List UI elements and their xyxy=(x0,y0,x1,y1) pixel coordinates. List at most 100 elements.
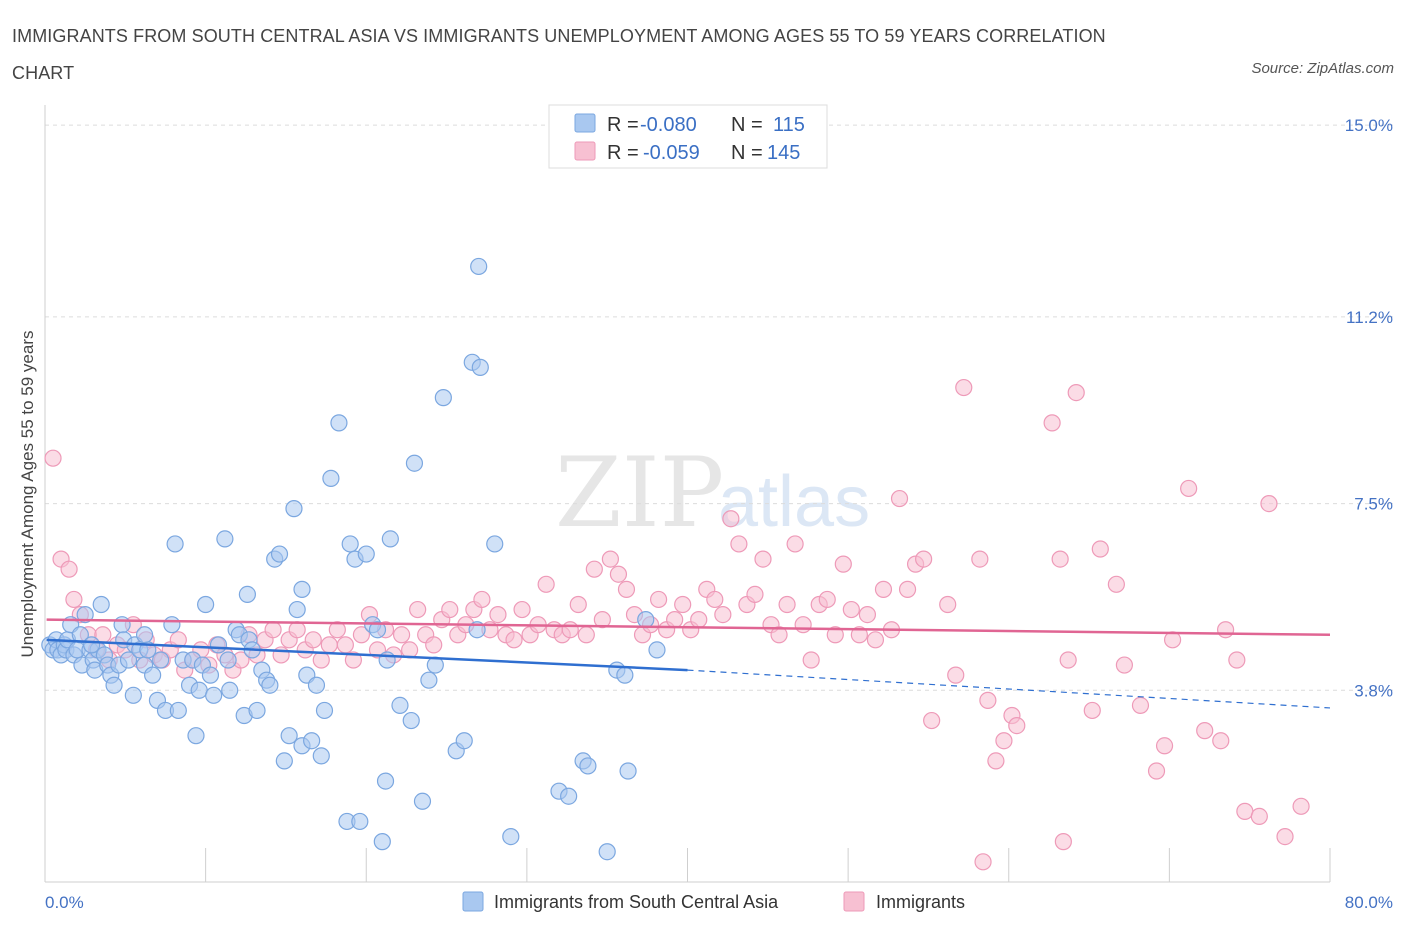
data-point-immigrants xyxy=(344,651,362,669)
legend-r-label-2: R = xyxy=(607,142,639,164)
data-point-south-central-asia xyxy=(368,621,387,639)
data-point-south-central-asia xyxy=(190,681,208,699)
legend-r-value-1: -0.080 xyxy=(640,114,697,136)
y-tick-label: 7.5% xyxy=(1354,495,1393,514)
correlation-legend: R = -0.080 N = 115 R = -0.059 N = 145 xyxy=(548,104,828,169)
data-point-immigrants xyxy=(336,636,354,654)
data-point-immigrants xyxy=(44,449,62,467)
data-point-immigrants xyxy=(1155,737,1174,755)
legend-swatch-immigrants xyxy=(843,891,865,912)
data-point-immigrants xyxy=(858,605,877,624)
data-point-immigrants xyxy=(939,595,957,614)
chart-title: IMMIGRANTS FROM SOUTH CENTRAL ASIA VS IM… xyxy=(12,26,1106,83)
data-point-immigrants xyxy=(666,611,684,629)
data-point-immigrants xyxy=(995,732,1013,750)
data-point-south-central-asia xyxy=(648,641,666,659)
data-point-south-central-asia xyxy=(288,600,306,619)
data-point-immigrants xyxy=(754,550,772,568)
data-point-immigrants xyxy=(802,651,820,669)
data-point-south-central-asia xyxy=(221,681,239,699)
data-point-immigrants xyxy=(585,560,603,578)
data-point-immigrants xyxy=(890,489,909,508)
legend-n-value-2: 145 xyxy=(767,142,800,164)
data-point-south-central-asia xyxy=(413,792,432,810)
data-point-immigrants xyxy=(923,711,941,730)
data-point-south-central-asia xyxy=(76,605,94,624)
data-point-immigrants xyxy=(722,510,740,528)
data-point-immigrants xyxy=(974,853,992,871)
data-point-immigrants xyxy=(304,631,322,649)
data-point-immigrants xyxy=(1051,550,1069,568)
data-point-south-central-asia xyxy=(420,671,438,689)
data-point-immigrants xyxy=(915,550,933,568)
data-point-immigrants xyxy=(1091,540,1109,558)
data-point-immigrants xyxy=(714,605,732,624)
data-point-south-central-asia xyxy=(619,762,637,780)
data-point-south-central-asia xyxy=(351,812,369,831)
data-point-immigrants xyxy=(169,631,187,649)
data-point-south-central-asia xyxy=(434,389,452,407)
legend-swatch-pink xyxy=(574,141,596,161)
data-point-south-central-asia xyxy=(275,752,293,770)
watermark: ZIP atlas xyxy=(555,437,870,549)
data-point-south-central-asia xyxy=(381,530,399,548)
data-point-south-central-asia xyxy=(376,772,395,790)
data-point-south-central-asia xyxy=(166,535,184,553)
data-point-south-central-asia xyxy=(219,651,237,669)
data-point-south-central-asia xyxy=(455,732,473,750)
data-point-immigrants xyxy=(264,621,282,639)
data-point-south-central-asia xyxy=(197,595,215,614)
data-point-south-central-asia xyxy=(216,530,234,548)
data-point-immigrants xyxy=(272,646,290,664)
data-point-immigrants xyxy=(1147,762,1166,780)
y-tick-labels: 3.8% 7.5% 11.2% 15.0% xyxy=(1345,116,1393,700)
legend-swatch-south-central-asia xyxy=(462,891,484,912)
data-point-immigrants xyxy=(1054,833,1072,851)
data-point-immigrants xyxy=(1196,722,1214,740)
legend-swatch-blue xyxy=(574,113,596,133)
data-point-south-central-asia xyxy=(280,727,298,745)
data-point-south-central-asia xyxy=(303,732,321,750)
x-ticks xyxy=(205,848,1331,882)
data-point-immigrants xyxy=(987,752,1005,770)
data-point-immigrants xyxy=(1059,651,1077,669)
data-point-immigrants xyxy=(320,636,338,654)
data-point-immigrants xyxy=(1043,414,1061,432)
data-point-south-central-asia xyxy=(135,626,154,644)
data-point-immigrants xyxy=(1083,701,1101,720)
data-point-south-central-asia xyxy=(152,651,170,669)
trend-line-extension-south-central-asia xyxy=(687,669,1331,709)
data-point-immigrants xyxy=(288,621,306,639)
data-point-immigrants xyxy=(1067,383,1085,402)
data-point-immigrants xyxy=(513,600,531,619)
data-point-south-central-asia xyxy=(113,616,131,634)
data-point-immigrants xyxy=(1008,716,1026,735)
data-point-immigrants xyxy=(826,626,844,644)
y-tick-label: 15.0% xyxy=(1345,116,1393,135)
data-point-south-central-asia xyxy=(82,636,101,654)
data-point-south-central-asia xyxy=(270,545,289,563)
data-point-south-central-asia xyxy=(71,626,89,644)
data-point-south-central-asia xyxy=(616,666,634,684)
data-point-immigrants xyxy=(866,631,885,649)
data-point-immigrants xyxy=(1131,696,1150,715)
x-tick-label-min: 0.0% xyxy=(45,893,84,912)
data-point-immigrants xyxy=(569,595,587,614)
data-point-south-central-asia xyxy=(322,469,340,487)
y-tick-label: 11.2% xyxy=(1346,308,1393,327)
data-point-immigrants xyxy=(971,550,989,568)
data-point-immigrants xyxy=(1250,807,1268,826)
data-point-immigrants xyxy=(593,611,611,629)
data-point-south-central-asia xyxy=(560,787,578,805)
data-point-south-central-asia xyxy=(209,636,228,654)
data-point-immigrants xyxy=(617,580,636,598)
data-point-south-central-asia xyxy=(205,686,223,704)
data-point-south-central-asia xyxy=(471,358,489,376)
data-point-south-central-asia xyxy=(285,500,303,518)
data-point-south-central-asia xyxy=(144,666,162,684)
data-point-immigrants xyxy=(409,600,427,619)
data-point-immigrants xyxy=(65,590,83,609)
data-point-immigrants xyxy=(850,626,868,644)
legend-n-label-2: N = xyxy=(731,142,763,164)
